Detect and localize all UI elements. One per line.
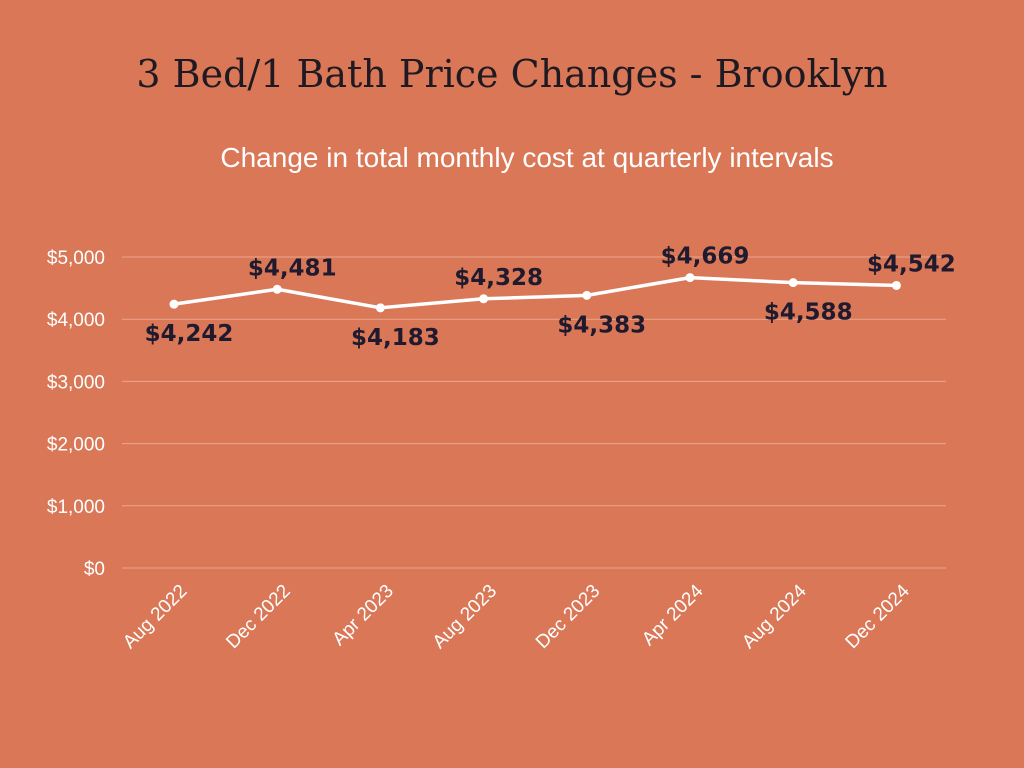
- y-axis: $0 $1,000 $2,000 $3,000 $4,000 $5,000: [47, 248, 105, 580]
- data-label: $4,542: [867, 251, 956, 277]
- chart-subtitle: Change in total monthly cost at quarterl…: [220, 142, 833, 173]
- data-point: [685, 273, 695, 283]
- y-tick-label: $2,000: [47, 435, 105, 456]
- y-tick-label: $1,000: [47, 497, 105, 518]
- x-axis: Aug 2022 Dec 2022 Apr 2023 Aug 2023 Dec 2023…: [119, 580, 914, 653]
- data-point: [788, 278, 798, 288]
- x-tick-label: Apr 2023: [329, 581, 398, 650]
- x-tick-label: Aug 2022: [119, 581, 191, 653]
- gridlines: [122, 256, 946, 569]
- x-tick-label: Aug 2024: [738, 580, 811, 653]
- chart-title: 3 Bed/1 Bath Price Changes - Brooklyn: [136, 52, 887, 96]
- y-tick-label: $0: [84, 559, 105, 580]
- x-tick-label: Dec 2023: [532, 581, 604, 653]
- data-labels: $4,242 $4,481 $4,183 $4,328 $4,383 $4,669 $4,5…: [145, 244, 956, 351]
- data-point: [582, 290, 592, 300]
- x-tick-label: Dec 2024: [842, 580, 915, 653]
- data-point: [479, 294, 489, 304]
- data-label: $4,588: [764, 300, 853, 326]
- data-point: [375, 303, 385, 313]
- y-tick-label: $5,000: [47, 248, 105, 269]
- x-tick-label: Aug 2023: [429, 581, 501, 653]
- x-tick-label: Dec 2022: [222, 581, 294, 653]
- data-label: $4,183: [351, 325, 440, 351]
- data-label: $4,242: [145, 321, 234, 347]
- data-label: $4,328: [454, 265, 543, 291]
- x-tick-label: Apr 2024: [638, 580, 708, 650]
- y-tick-label: $3,000: [47, 372, 105, 393]
- series-line-group: [169, 273, 901, 313]
- series-line: [172, 275, 899, 310]
- data-point: [169, 299, 179, 309]
- data-label: $4,669: [661, 244, 750, 270]
- data-point: [272, 284, 282, 294]
- y-tick-label: $4,000: [47, 310, 105, 331]
- data-label: $4,383: [557, 312, 646, 338]
- data-label: $4,481: [248, 255, 337, 281]
- data-point: [891, 280, 901, 290]
